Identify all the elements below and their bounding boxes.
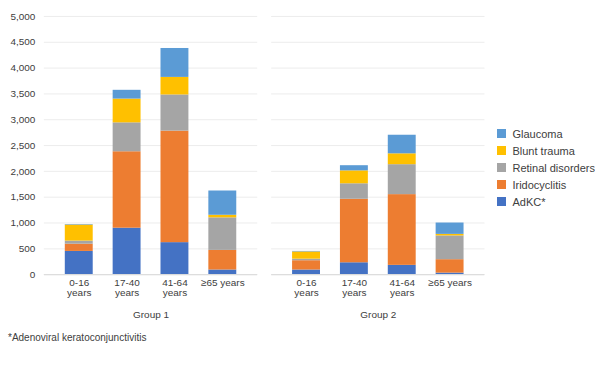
svg-text:1,000: 1,000 bbox=[10, 217, 35, 228]
html-text:Glaucoma: Glaucoma bbox=[512, 128, 563, 140]
svg-text:41-64years: 41-64years bbox=[162, 277, 188, 298]
svg-text:0-16years: 0-16years bbox=[67, 277, 91, 298]
svg-text:2,000: 2,000 bbox=[10, 166, 35, 177]
html-text:Retinal disorders: Retinal disorders bbox=[512, 162, 595, 174]
html-text:Iridocyclitis: Iridocyclitis bbox=[512, 179, 567, 191]
svg-text:3,000: 3,000 bbox=[10, 114, 35, 125]
svg-text:5,000: 5,000 bbox=[10, 11, 35, 22]
svg-text:1,500: 1,500 bbox=[10, 191, 35, 202]
svg-text:41-64years: 41-64years bbox=[390, 277, 416, 298]
svg-text:4,500: 4,500 bbox=[10, 36, 35, 47]
svg-text:Group 1: Group 1 bbox=[133, 309, 169, 320]
svg-text:Group 2: Group 2 bbox=[360, 309, 396, 320]
svg-text:≥65 years: ≥65 years bbox=[201, 277, 245, 288]
svg-text:17-40years: 17-40years bbox=[342, 277, 368, 298]
svg-text:≥65 years: ≥65 years bbox=[428, 277, 472, 288]
svg-text:3,500: 3,500 bbox=[10, 88, 35, 99]
svg-text:4,000: 4,000 bbox=[10, 62, 35, 73]
svg-text:2,500: 2,500 bbox=[10, 140, 35, 151]
html-text:*Adenoviral keratoconjunctivit: *Adenoviral keratoconjunctivitis bbox=[8, 332, 147, 343]
svg-text:0-16years: 0-16years bbox=[294, 277, 318, 298]
svg-text:500: 500 bbox=[19, 243, 36, 254]
html-text:Blunt trauma: Blunt trauma bbox=[512, 145, 575, 157]
svg-text:0: 0 bbox=[30, 269, 36, 280]
html-text:AdKC*: AdKC* bbox=[512, 196, 546, 208]
svg-text:17-40years: 17-40years bbox=[114, 277, 140, 298]
